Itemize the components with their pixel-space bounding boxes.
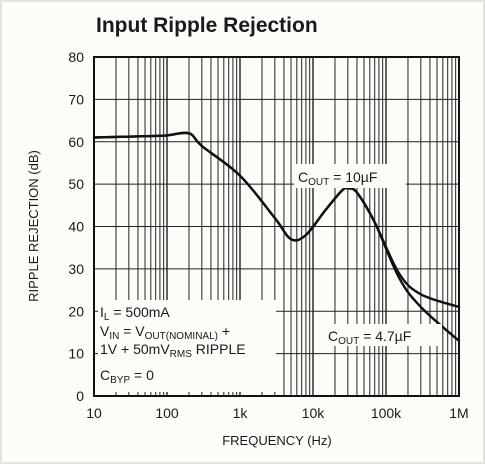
- test-conditions: IL = 500mA VIN = VOUT(NOMINAL) + 1V + 50…: [100, 304, 246, 386]
- x-tick-label: 1M: [449, 405, 468, 421]
- x-tick-labels: 10 100 1k 10k 100k 1M: [86, 405, 469, 421]
- chart-title: Input Ripple Rejection: [96, 14, 318, 37]
- x-axis-label: FREQUENCY (Hz): [222, 433, 332, 448]
- y-tick-label: 50: [68, 176, 84, 192]
- ripple-condition: 1V + 50mVRMS RIPPLE: [100, 341, 246, 360]
- plot-frame: [93, 56, 460, 397]
- series-lines: [92, 131, 461, 343]
- cbyp-condition: CBYP = 0: [100, 367, 154, 386]
- x-tick-label: 1k: [233, 405, 249, 421]
- y-tick-labels: 0 10 20 30 40 50 60 70 80: [68, 49, 84, 404]
- y-tick-label: 20: [68, 303, 84, 319]
- y-tick-label: 60: [68, 134, 84, 150]
- x-tick-label: 10k: [302, 405, 326, 421]
- il-condition: IL = 500mA: [100, 304, 170, 323]
- series-line-cout-4-7uf: [92, 131, 461, 343]
- cout-4-7uf-label: COUT = 4.7µF: [328, 328, 411, 347]
- y-tick-label: 40: [68, 219, 84, 235]
- y-tick-label: 0: [76, 388, 84, 404]
- y-tick-label: 80: [68, 49, 84, 65]
- label-bg: [294, 164, 406, 188]
- y-axis-label: RIPPLE REJECTION (dB): [26, 150, 41, 302]
- y-tick-label: 10: [68, 346, 84, 362]
- x-tick-label: 10: [86, 405, 102, 421]
- conditions-bg: [98, 300, 276, 392]
- x-tick-label: 100k: [371, 405, 402, 421]
- x-tick-label: 100: [155, 405, 179, 421]
- y-tick-label: 70: [68, 91, 84, 107]
- y-tick-label: 30: [68, 261, 84, 277]
- cout-10uf-label: COUT = 10µF: [298, 169, 377, 188]
- label-bg: [324, 324, 442, 346]
- vin-condition: VIN = VOUT(NOMINAL) +: [100, 323, 230, 342]
